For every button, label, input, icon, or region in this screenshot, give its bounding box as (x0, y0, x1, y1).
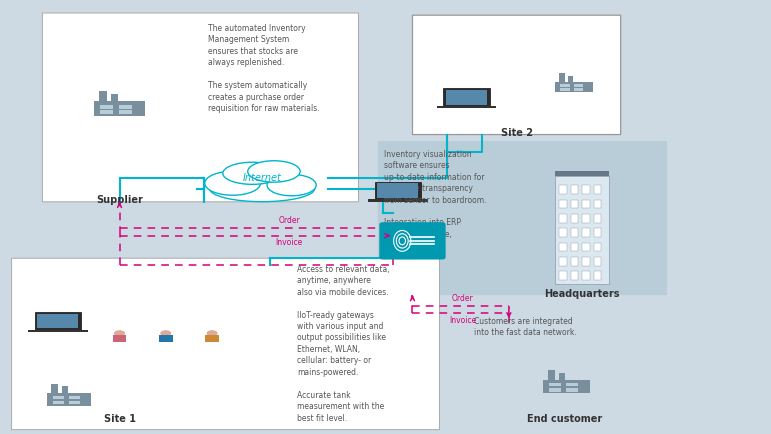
Text: Invoice: Invoice (449, 316, 476, 325)
FancyBboxPatch shape (549, 388, 561, 391)
FancyBboxPatch shape (555, 176, 609, 284)
Text: Site 2: Site 2 (500, 128, 533, 138)
FancyBboxPatch shape (378, 141, 667, 295)
Text: Customers are integrated
into the fast data network.: Customers are integrated into the fast d… (474, 317, 577, 337)
FancyBboxPatch shape (375, 182, 421, 200)
FancyBboxPatch shape (594, 257, 601, 266)
FancyBboxPatch shape (436, 106, 497, 108)
Ellipse shape (247, 161, 300, 182)
Ellipse shape (267, 174, 316, 196)
FancyBboxPatch shape (582, 214, 590, 223)
FancyBboxPatch shape (69, 396, 80, 399)
FancyBboxPatch shape (582, 243, 590, 251)
Text: Internet: Internet (243, 173, 281, 183)
FancyBboxPatch shape (560, 88, 570, 91)
FancyBboxPatch shape (119, 110, 132, 114)
Text: Order: Order (452, 294, 473, 303)
FancyBboxPatch shape (111, 94, 118, 102)
FancyBboxPatch shape (446, 90, 487, 105)
FancyBboxPatch shape (100, 110, 113, 114)
Text: Invoice: Invoice (275, 238, 303, 247)
FancyBboxPatch shape (544, 380, 590, 393)
FancyBboxPatch shape (69, 401, 80, 404)
FancyBboxPatch shape (12, 258, 439, 430)
FancyBboxPatch shape (94, 102, 145, 116)
FancyBboxPatch shape (571, 185, 578, 194)
FancyBboxPatch shape (159, 335, 173, 342)
FancyBboxPatch shape (566, 383, 577, 386)
FancyBboxPatch shape (113, 335, 126, 342)
FancyBboxPatch shape (582, 271, 590, 280)
FancyBboxPatch shape (574, 84, 584, 87)
FancyBboxPatch shape (571, 271, 578, 280)
FancyBboxPatch shape (594, 185, 601, 194)
FancyBboxPatch shape (99, 91, 106, 102)
FancyBboxPatch shape (559, 271, 567, 280)
Ellipse shape (210, 176, 315, 202)
FancyBboxPatch shape (559, 214, 567, 223)
Text: The automated Inventory
Management System
ensures that stocks are
always repleni: The automated Inventory Management Syste… (208, 24, 320, 113)
Circle shape (160, 330, 171, 336)
FancyBboxPatch shape (52, 401, 64, 404)
FancyBboxPatch shape (369, 199, 427, 201)
FancyBboxPatch shape (571, 228, 578, 237)
FancyBboxPatch shape (566, 388, 577, 391)
FancyBboxPatch shape (205, 335, 219, 342)
FancyBboxPatch shape (38, 314, 78, 329)
FancyBboxPatch shape (547, 370, 555, 380)
FancyBboxPatch shape (574, 88, 584, 91)
FancyBboxPatch shape (28, 329, 87, 332)
FancyBboxPatch shape (559, 73, 564, 82)
FancyBboxPatch shape (549, 383, 561, 386)
FancyBboxPatch shape (559, 257, 567, 266)
FancyBboxPatch shape (35, 312, 81, 330)
Text: Site 1: Site 1 (103, 414, 136, 424)
FancyBboxPatch shape (582, 185, 590, 194)
FancyBboxPatch shape (559, 228, 567, 237)
FancyBboxPatch shape (52, 396, 64, 399)
FancyBboxPatch shape (47, 393, 92, 406)
FancyBboxPatch shape (594, 228, 601, 237)
Text: End customer: End customer (527, 414, 602, 424)
FancyBboxPatch shape (559, 200, 567, 208)
FancyBboxPatch shape (559, 243, 567, 251)
FancyBboxPatch shape (559, 373, 565, 380)
FancyBboxPatch shape (560, 84, 570, 87)
FancyBboxPatch shape (52, 384, 58, 393)
FancyBboxPatch shape (571, 200, 578, 208)
Text: Inventory visualization
software ensures
up-to-date information for
complete tra: Inventory visualization software ensures… (384, 150, 487, 250)
FancyBboxPatch shape (571, 257, 578, 266)
Ellipse shape (223, 162, 282, 184)
Ellipse shape (205, 171, 261, 195)
FancyBboxPatch shape (443, 89, 490, 106)
FancyBboxPatch shape (100, 105, 113, 108)
FancyBboxPatch shape (379, 222, 446, 260)
FancyBboxPatch shape (412, 15, 621, 135)
Text: Supplier: Supplier (96, 195, 143, 205)
FancyBboxPatch shape (594, 214, 601, 223)
FancyBboxPatch shape (594, 271, 601, 280)
FancyBboxPatch shape (582, 257, 590, 266)
Circle shape (207, 330, 217, 336)
FancyBboxPatch shape (119, 105, 132, 108)
FancyBboxPatch shape (62, 386, 68, 393)
FancyBboxPatch shape (571, 243, 578, 251)
Text: Access to relevant data,
anytime, anywhere
also via mobile devices.

IIoT-ready : Access to relevant data, anytime, anywhe… (297, 265, 389, 423)
FancyBboxPatch shape (594, 243, 601, 251)
FancyBboxPatch shape (378, 184, 418, 198)
FancyBboxPatch shape (555, 171, 609, 176)
FancyBboxPatch shape (582, 228, 590, 237)
FancyBboxPatch shape (582, 200, 590, 208)
FancyBboxPatch shape (42, 13, 359, 202)
FancyBboxPatch shape (594, 200, 601, 208)
Circle shape (114, 330, 125, 336)
FancyBboxPatch shape (568, 76, 574, 82)
FancyBboxPatch shape (559, 185, 567, 194)
FancyBboxPatch shape (555, 82, 594, 92)
Text: Headquarters: Headquarters (544, 289, 620, 299)
Text: Order: Order (278, 216, 300, 225)
FancyBboxPatch shape (571, 214, 578, 223)
